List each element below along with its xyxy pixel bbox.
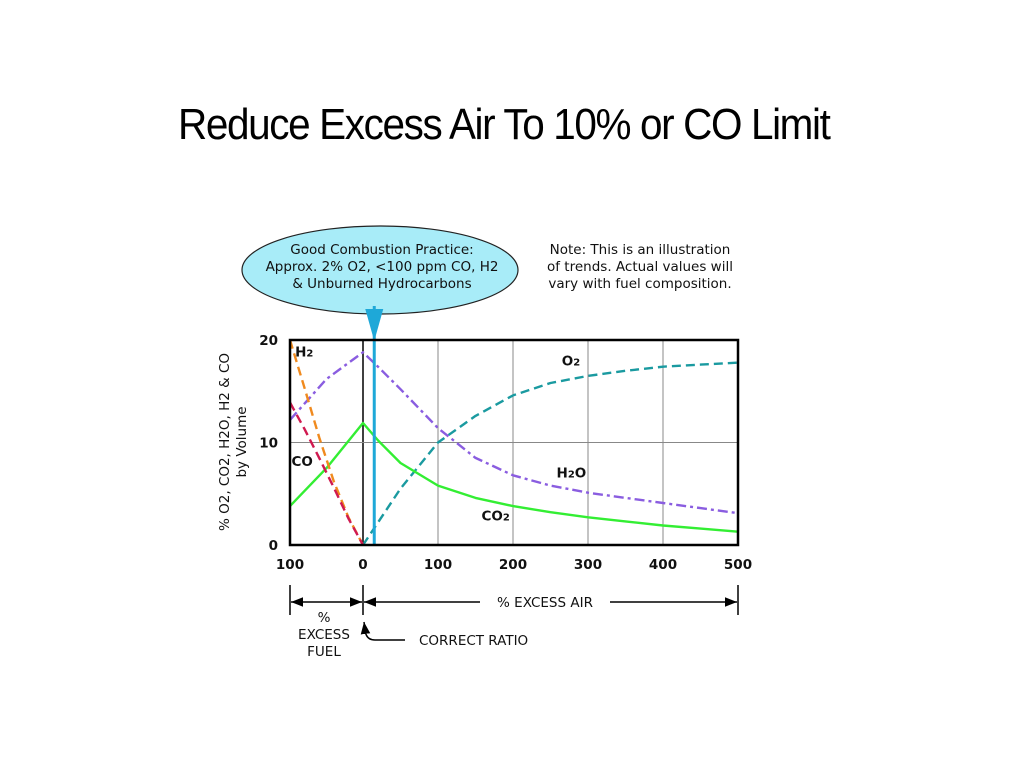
slide-title: Reduce Excess Air To 10% or CO Limit [178,100,831,149]
correct-ratio-label: CORRECT RATIO [419,633,528,649]
marker-group [365,306,384,545]
curve-label-h2o: H2O [557,465,587,481]
plot-frame [288,338,740,547]
correct-ratio-leader [360,621,405,641]
excess-fuel-label-2: EXCESS [298,627,350,643]
x-tick-2: 100 [424,557,452,573]
curve-label-o2: O2 [562,354,580,370]
note-line-1: Note: This is an illustration [550,242,731,258]
curve-label-h2: H2 [295,344,313,360]
y-axis-title-line-2: by Volume [234,406,250,477]
x-tick-6: 500 [724,557,752,573]
curve-label-co2: CO2 [482,508,510,524]
x-tick-1: 0 [358,557,367,573]
grid-lines [290,340,738,545]
curve-label-co: CO [291,454,312,470]
excess-fuel-label-3: FUEL [307,644,341,660]
marker-arrowhead [365,309,384,341]
y-tick-20: 20 [259,333,278,349]
curve-labels: H2 O2 CO H2O CO2 [291,344,586,524]
x-tick-0: 100 [276,557,304,573]
x-tick-5: 400 [649,557,677,573]
note-line-2: of trends. Actual values will [547,259,733,275]
callout-line-2: Approx. 2% O2, <100 ppm CO, H2 [266,259,499,275]
excess-air-label: % EXCESS AIR [497,595,593,611]
y-tick-10: 10 [259,436,278,452]
x-tick-4: 300 [574,557,602,573]
callout-line-1: Good Combustion Practice: [290,242,473,258]
callout-line-3: & Unburned Hydrocarbons [292,276,471,292]
series-h2o [289,351,739,515]
note-line-3: vary with fuel composition. [548,276,731,292]
series-co2 [289,421,739,533]
excess-fuel-label-1: % [318,610,331,626]
series-co [288,401,365,546]
x-tick-3: 200 [499,557,527,573]
excess-air-label-bg [484,592,606,612]
tick-labels: 0 10 20 100 0 100 200 300 400 500 [259,333,752,573]
y-tick-0: 0 [269,538,278,554]
series-group [288,339,739,546]
y-axis-title-line-1: % O2, CO2, H2O, H2 & CO [217,353,233,531]
series-o2 [362,361,739,546]
